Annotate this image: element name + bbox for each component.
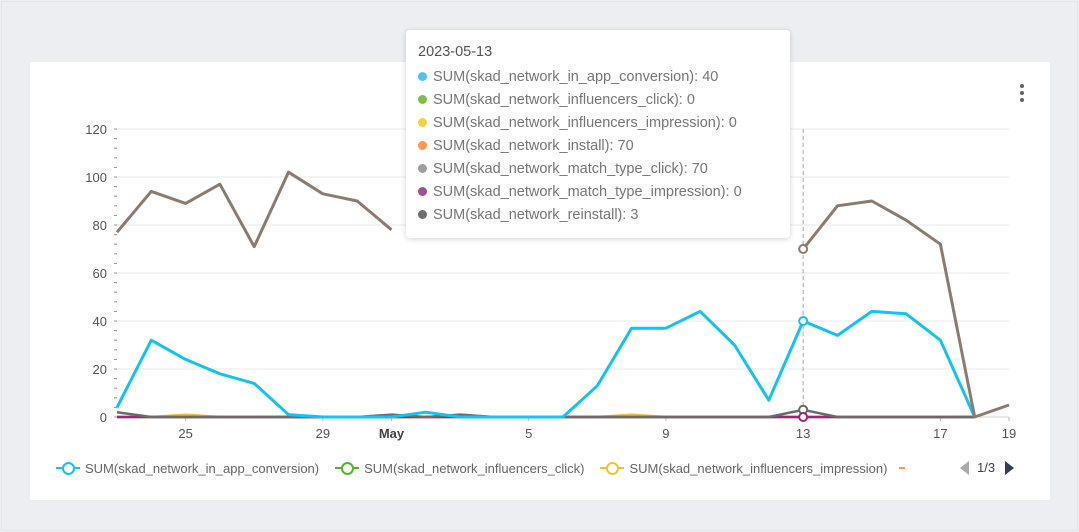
tooltip-series-dot: [418, 164, 427, 173]
tooltip-row: SUM(skad_network_match_type_click): 70: [418, 158, 778, 181]
tooltip-row: SUM(skad_network_reinstall): 3: [418, 204, 778, 227]
tooltip-row-label: SUM(skad_network_in_app_conversion): 40: [433, 69, 719, 85]
tooltip-row: SUM(skad_network_install): 70: [418, 135, 778, 158]
x-tick-label: 25: [178, 426, 192, 441]
hover-marker: [798, 316, 809, 326]
legend-overflow-marker: [899, 467, 906, 469]
legend-symbol-icon: [335, 461, 360, 475]
x-tick-label: 19: [1002, 426, 1016, 441]
legend-item[interactable]: SUM(skad_network_influencers_impression): [600, 461, 887, 476]
series-line: [115, 309, 977, 419]
tooltip-series-dot: [418, 141, 427, 150]
tooltip-row: SUM(skad_network_match_type_impression):…: [418, 181, 778, 204]
tooltip-row-label: SUM(skad_network_match_type_impression):…: [433, 184, 742, 200]
x-tick-label: 17: [933, 426, 947, 441]
chart-tooltip: 2023-05-13 SUM(skad_network_in_app_conve…: [406, 30, 790, 238]
chart-legend: SUM(skad_network_in_app_conversion) SUM(s…: [56, 456, 917, 480]
x-tick-label: 29: [316, 426, 330, 441]
legend-label: SUM(skad_network_influencers_click): [364, 460, 585, 476]
y-tick-label: 40: [93, 314, 107, 329]
legend-prev-page-icon[interactable]: [960, 460, 969, 475]
legend-pager: 1/3: [960, 460, 1015, 475]
series-line: [115, 170, 1010, 419]
tooltip-row-label: SUM(skad_network_install): 70: [433, 138, 634, 154]
legend-symbol-icon: [600, 461, 625, 475]
x-tick-label: 5: [525, 426, 532, 441]
legend-item[interactable]: SUM(skad_network_in_app_conversion): [56, 461, 319, 476]
x-tick-label: May: [379, 426, 405, 441]
x-tick-label: 13: [796, 426, 810, 441]
legend-item[interactable]: SUM(skad_network_influencers_click): [335, 461, 584, 476]
tooltip-row-label: SUM(skad_network_match_type_click): 70: [433, 161, 708, 177]
tooltip-series-dot: [418, 95, 427, 104]
hover-marker: [798, 412, 809, 422]
tooltip-row: SUM(skad_network_influencers_click): 0: [418, 89, 778, 112]
legend-next-page-icon[interactable]: [1005, 460, 1015, 475]
tooltip-row: SUM(skad_network_influencers_impression)…: [418, 112, 778, 135]
tooltip-series-dot: [418, 72, 427, 81]
tooltip-row: SUM(skad_network_in_app_conversion): 40: [418, 66, 778, 89]
y-tick-label: 100: [85, 170, 107, 185]
y-tick-label: 80: [93, 218, 107, 233]
tooltip-series-dot: [418, 210, 427, 219]
more-options-icon[interactable]: [1014, 82, 1030, 104]
tooltip-title: 2023-05-13: [418, 44, 493, 60]
y-tick-label: 0: [100, 410, 107, 425]
legend-label: SUM(skad_network_in_app_conversion): [85, 460, 320, 476]
y-tick-label: 120: [85, 122, 107, 137]
hover-marker: [798, 244, 809, 254]
tooltip-series-dot: [418, 118, 427, 127]
tooltip-row-label: SUM(skad_network_influencers_click): 0: [433, 92, 695, 108]
legend-page-indicator: 1/3: [977, 460, 996, 475]
legend-symbol-icon: [56, 461, 80, 475]
y-tick-label: 20: [93, 362, 107, 377]
legend-label: SUM(skad_network_influencers_impression): [629, 460, 888, 476]
x-tick-label: 9: [662, 426, 669, 441]
tooltip-series-dot: [418, 187, 427, 196]
tooltip-row-label: SUM(skad_network_reinstall): 3: [433, 207, 639, 223]
y-tick-label: 60: [93, 266, 107, 281]
tooltip-row-label: SUM(skad_network_influencers_impression)…: [433, 115, 737, 131]
